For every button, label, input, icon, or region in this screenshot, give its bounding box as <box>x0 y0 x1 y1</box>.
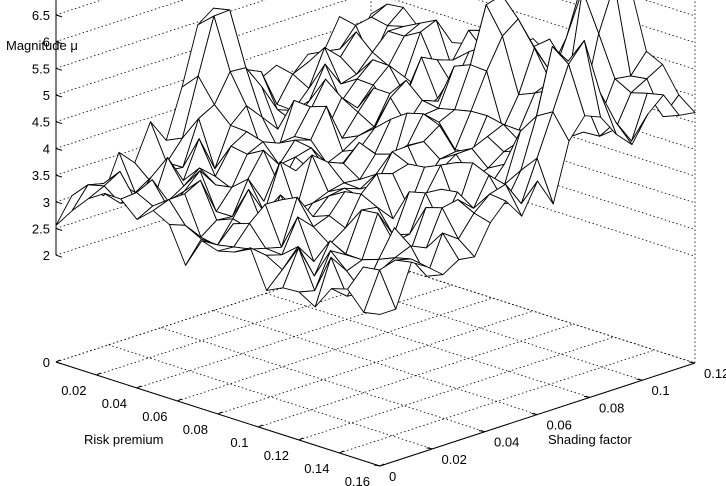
x-axis-title: Risk premium <box>84 432 163 447</box>
y-tick-mark-6 <box>688 361 696 364</box>
z-tick-mark-10 <box>55 14 63 18</box>
x-tick-mark-1 <box>96 372 101 376</box>
x-tick-mark-0 <box>55 359 61 363</box>
x-tick-label-7: 0.14 <box>304 461 329 476</box>
z-tick-mark-9 <box>55 41 63 45</box>
y-tick-mark-3 <box>531 413 538 415</box>
z-tick-label-5: 4 <box>43 141 50 156</box>
y-tick-label-2: 0.04 <box>494 435 519 450</box>
y-tick-mark-4 <box>583 395 591 398</box>
axis-layer <box>55 0 696 467</box>
x-tick-mark-6 <box>298 437 304 441</box>
x-tick-mark-7 <box>339 450 344 454</box>
z-axis-title: Magnitude μ <box>6 38 78 53</box>
z-tick-mark-8 <box>55 67 63 71</box>
surface-mesh <box>55 0 696 315</box>
z-tick-label-1: 2 <box>43 248 50 263</box>
floor-grid-x-3 <box>177 297 493 402</box>
x-tick-mark-3 <box>177 398 182 402</box>
floor-grid-x-4 <box>217 310 534 415</box>
y-tick-label-6: 0.12 <box>704 366 726 381</box>
z-tick-label-3: 3 <box>43 195 50 210</box>
y-tick-label-5: 0.1 <box>652 383 670 398</box>
y-tick-label-3: 0.06 <box>547 418 572 433</box>
z-tick-label-0: 0 <box>43 355 50 370</box>
y-tick-mark-5 <box>636 378 643 381</box>
y-tick-label-4: 0.08 <box>599 400 624 415</box>
y-tick-mark-1 <box>426 447 433 450</box>
x-tick-label-2: 0.04 <box>102 396 127 411</box>
y-tick-mark-0 <box>373 464 381 467</box>
floor-grid-y-4 <box>265 292 591 398</box>
x-tick-label-1: 0.02 <box>61 383 86 398</box>
x-tick-mark-2 <box>136 385 142 389</box>
y-tick-mark-2 <box>478 430 486 433</box>
z-tick-label-4: 3.5 <box>32 168 50 183</box>
z-tick-label-9: 6 <box>43 35 50 50</box>
x-tick-mark-8 <box>379 463 385 467</box>
z-tick-mark-5 <box>55 147 63 151</box>
floor-grid-y-3 <box>213 310 538 415</box>
z-tick-label-6: 4.5 <box>32 115 50 130</box>
z-tick-mark-7 <box>55 94 63 98</box>
x-tick-mark-4 <box>217 411 223 415</box>
label-layer: Magnitude μ Risk premium Shading factor … <box>6 8 726 486</box>
y-tick-label-0: 0 <box>389 469 396 484</box>
floor-grid-y-1 <box>108 344 433 450</box>
y-tick-label-1: 0.02 <box>442 452 467 467</box>
z-tick-mark-2 <box>55 228 63 231</box>
surface-cell-19-0 <box>363 269 397 315</box>
z-tick-mark-4 <box>55 174 63 178</box>
floor-grid-x-6 <box>298 336 615 441</box>
z-tick-mark-0 <box>55 361 63 365</box>
x-tick-label-3: 0.06 <box>142 409 167 424</box>
z-tick-label-7: 5 <box>43 88 50 103</box>
y-axis-title: Shading factor <box>548 432 633 447</box>
x-tick-label-5: 0.1 <box>230 435 248 450</box>
x-tick-mark-5 <box>258 424 263 428</box>
z-tick-mark-1 <box>55 254 63 258</box>
z-tick-mark-6 <box>55 121 63 125</box>
floor-grid-x-7 <box>339 349 655 454</box>
z-tick-label-8: 5.5 <box>32 61 50 76</box>
x-tick-label-8: 0.16 <box>345 474 370 486</box>
z-tick-label-10: 6.5 <box>32 8 50 23</box>
floor-grid-y-2 <box>160 327 486 433</box>
z-tick-label-2: 2.5 <box>32 222 50 237</box>
x-tick-label-6: 0.12 <box>264 448 289 463</box>
z-tick-mark-3 <box>55 201 63 205</box>
x-tick-label-4: 0.08 <box>183 422 208 437</box>
